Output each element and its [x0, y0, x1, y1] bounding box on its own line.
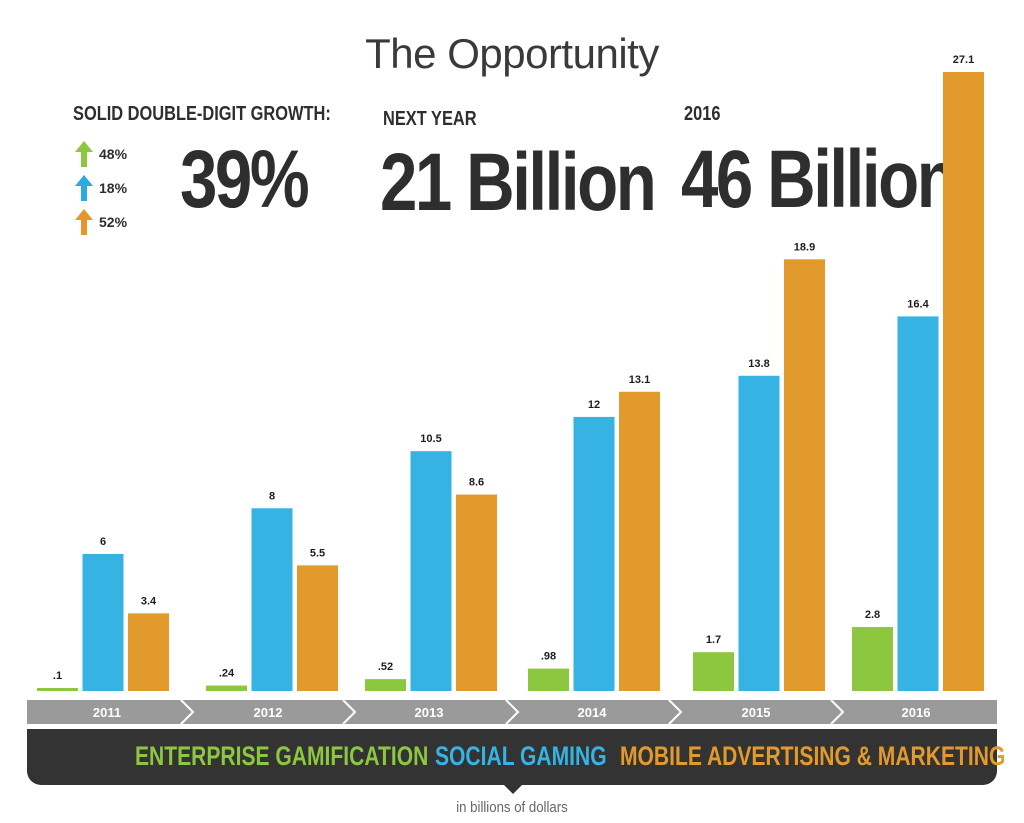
bar-enterprise	[528, 668, 569, 691]
bar-mobile	[784, 259, 825, 691]
bar-value-label: 12	[588, 399, 600, 411]
bar-value-label: 27.1	[953, 54, 974, 66]
bar-value-label: .98	[541, 651, 556, 663]
bar-enterprise	[852, 627, 893, 691]
bar-value-label: 5.5	[310, 547, 325, 559]
x-tick-label: 2013	[415, 705, 444, 720]
next-year-value: 21 Billion	[380, 137, 657, 228]
chart-title: The Opportunity	[365, 30, 659, 77]
bar-value-label: .1	[53, 670, 62, 682]
growth-pct: 48%	[99, 146, 128, 162]
up-arrow-icon	[75, 209, 93, 235]
growth-list: 48% 18% 52%	[75, 137, 127, 239]
bar-social	[573, 416, 615, 691]
bar-enterprise	[693, 652, 734, 691]
growth-item-social: 18%	[75, 171, 127, 205]
bar-enterprise	[365, 679, 406, 691]
axis-separator	[505, 699, 520, 725]
legend-bar	[27, 729, 997, 785]
unit-note: in billions of dollars	[456, 799, 568, 816]
bar-mobile	[456, 494, 497, 691]
bar-value-label: .52	[378, 661, 393, 673]
bar-enterprise	[37, 688, 78, 691]
bar-value-label: 1.7	[706, 634, 721, 646]
year-value: 46 Billion	[681, 134, 958, 225]
bar-value-label: 16.4	[907, 298, 929, 310]
bar-mobile	[943, 72, 984, 691]
growth-item-mobile: 52%	[75, 205, 127, 239]
bar-social	[738, 375, 780, 691]
bar-value-label: 18.9	[794, 241, 815, 253]
x-tick-label: 2016	[902, 705, 931, 720]
up-arrow-icon	[75, 175, 93, 201]
growth-pct: 52%	[99, 214, 128, 230]
legend-notch	[503, 784, 523, 794]
growth-label: SOLID DOUBLE-DIGIT GROWTH:	[73, 103, 331, 125]
bar-value-label: 8	[269, 490, 275, 502]
growth-pct: 18%	[99, 180, 128, 196]
bar-social	[897, 316, 939, 691]
bar-value-label: .24	[219, 668, 235, 680]
x-axis-strip	[27, 700, 997, 724]
bar-value-label: 10.5	[420, 433, 441, 445]
bar-enterprise	[206, 685, 247, 691]
bar-mobile	[297, 565, 338, 691]
axis-separator	[668, 699, 683, 725]
up-arrow-icon	[75, 141, 93, 167]
bar-value-label: 6	[100, 536, 106, 548]
year-label: 2016	[684, 103, 721, 125]
x-tick-label: 2011	[93, 705, 121, 720]
bar-value-label: 3.4	[141, 595, 157, 607]
bar-value-label: 13.1	[629, 374, 650, 386]
bar-mobile	[619, 391, 660, 691]
bar-social	[82, 553, 124, 691]
axis-separator	[830, 699, 845, 725]
growth-item-enterprise: 48%	[75, 137, 127, 171]
x-tick-label: 2015	[742, 705, 771, 720]
axis-separator	[342, 699, 357, 725]
axis-separator	[180, 699, 195, 725]
legend-social: SOCIAL GAMING	[435, 741, 607, 771]
bar-social	[410, 451, 452, 691]
bar-chart: .1 6 3.4 .24 8 5.5 .52 10.5 8.6 .98 12 13.1 1.7 13.8 1…	[27, 54, 997, 725]
bar-value-label: 13.8	[748, 358, 769, 370]
x-tick-label: 2014	[578, 705, 608, 720]
growth-value: 39%	[180, 134, 310, 225]
bar-value-label: 2.8	[865, 609, 880, 621]
bar-value-label: 8.6	[469, 477, 484, 489]
legend-mobile: MOBILE ADVERTISING & MARKETING	[620, 741, 1006, 771]
next-year-label: NEXT YEAR	[383, 108, 477, 130]
x-tick-label: 2012	[254, 705, 283, 720]
bar-mobile	[128, 613, 169, 691]
legend-enterprise: ENTERPRISE GAMIFICATION	[135, 741, 429, 771]
bar-social	[251, 508, 293, 691]
